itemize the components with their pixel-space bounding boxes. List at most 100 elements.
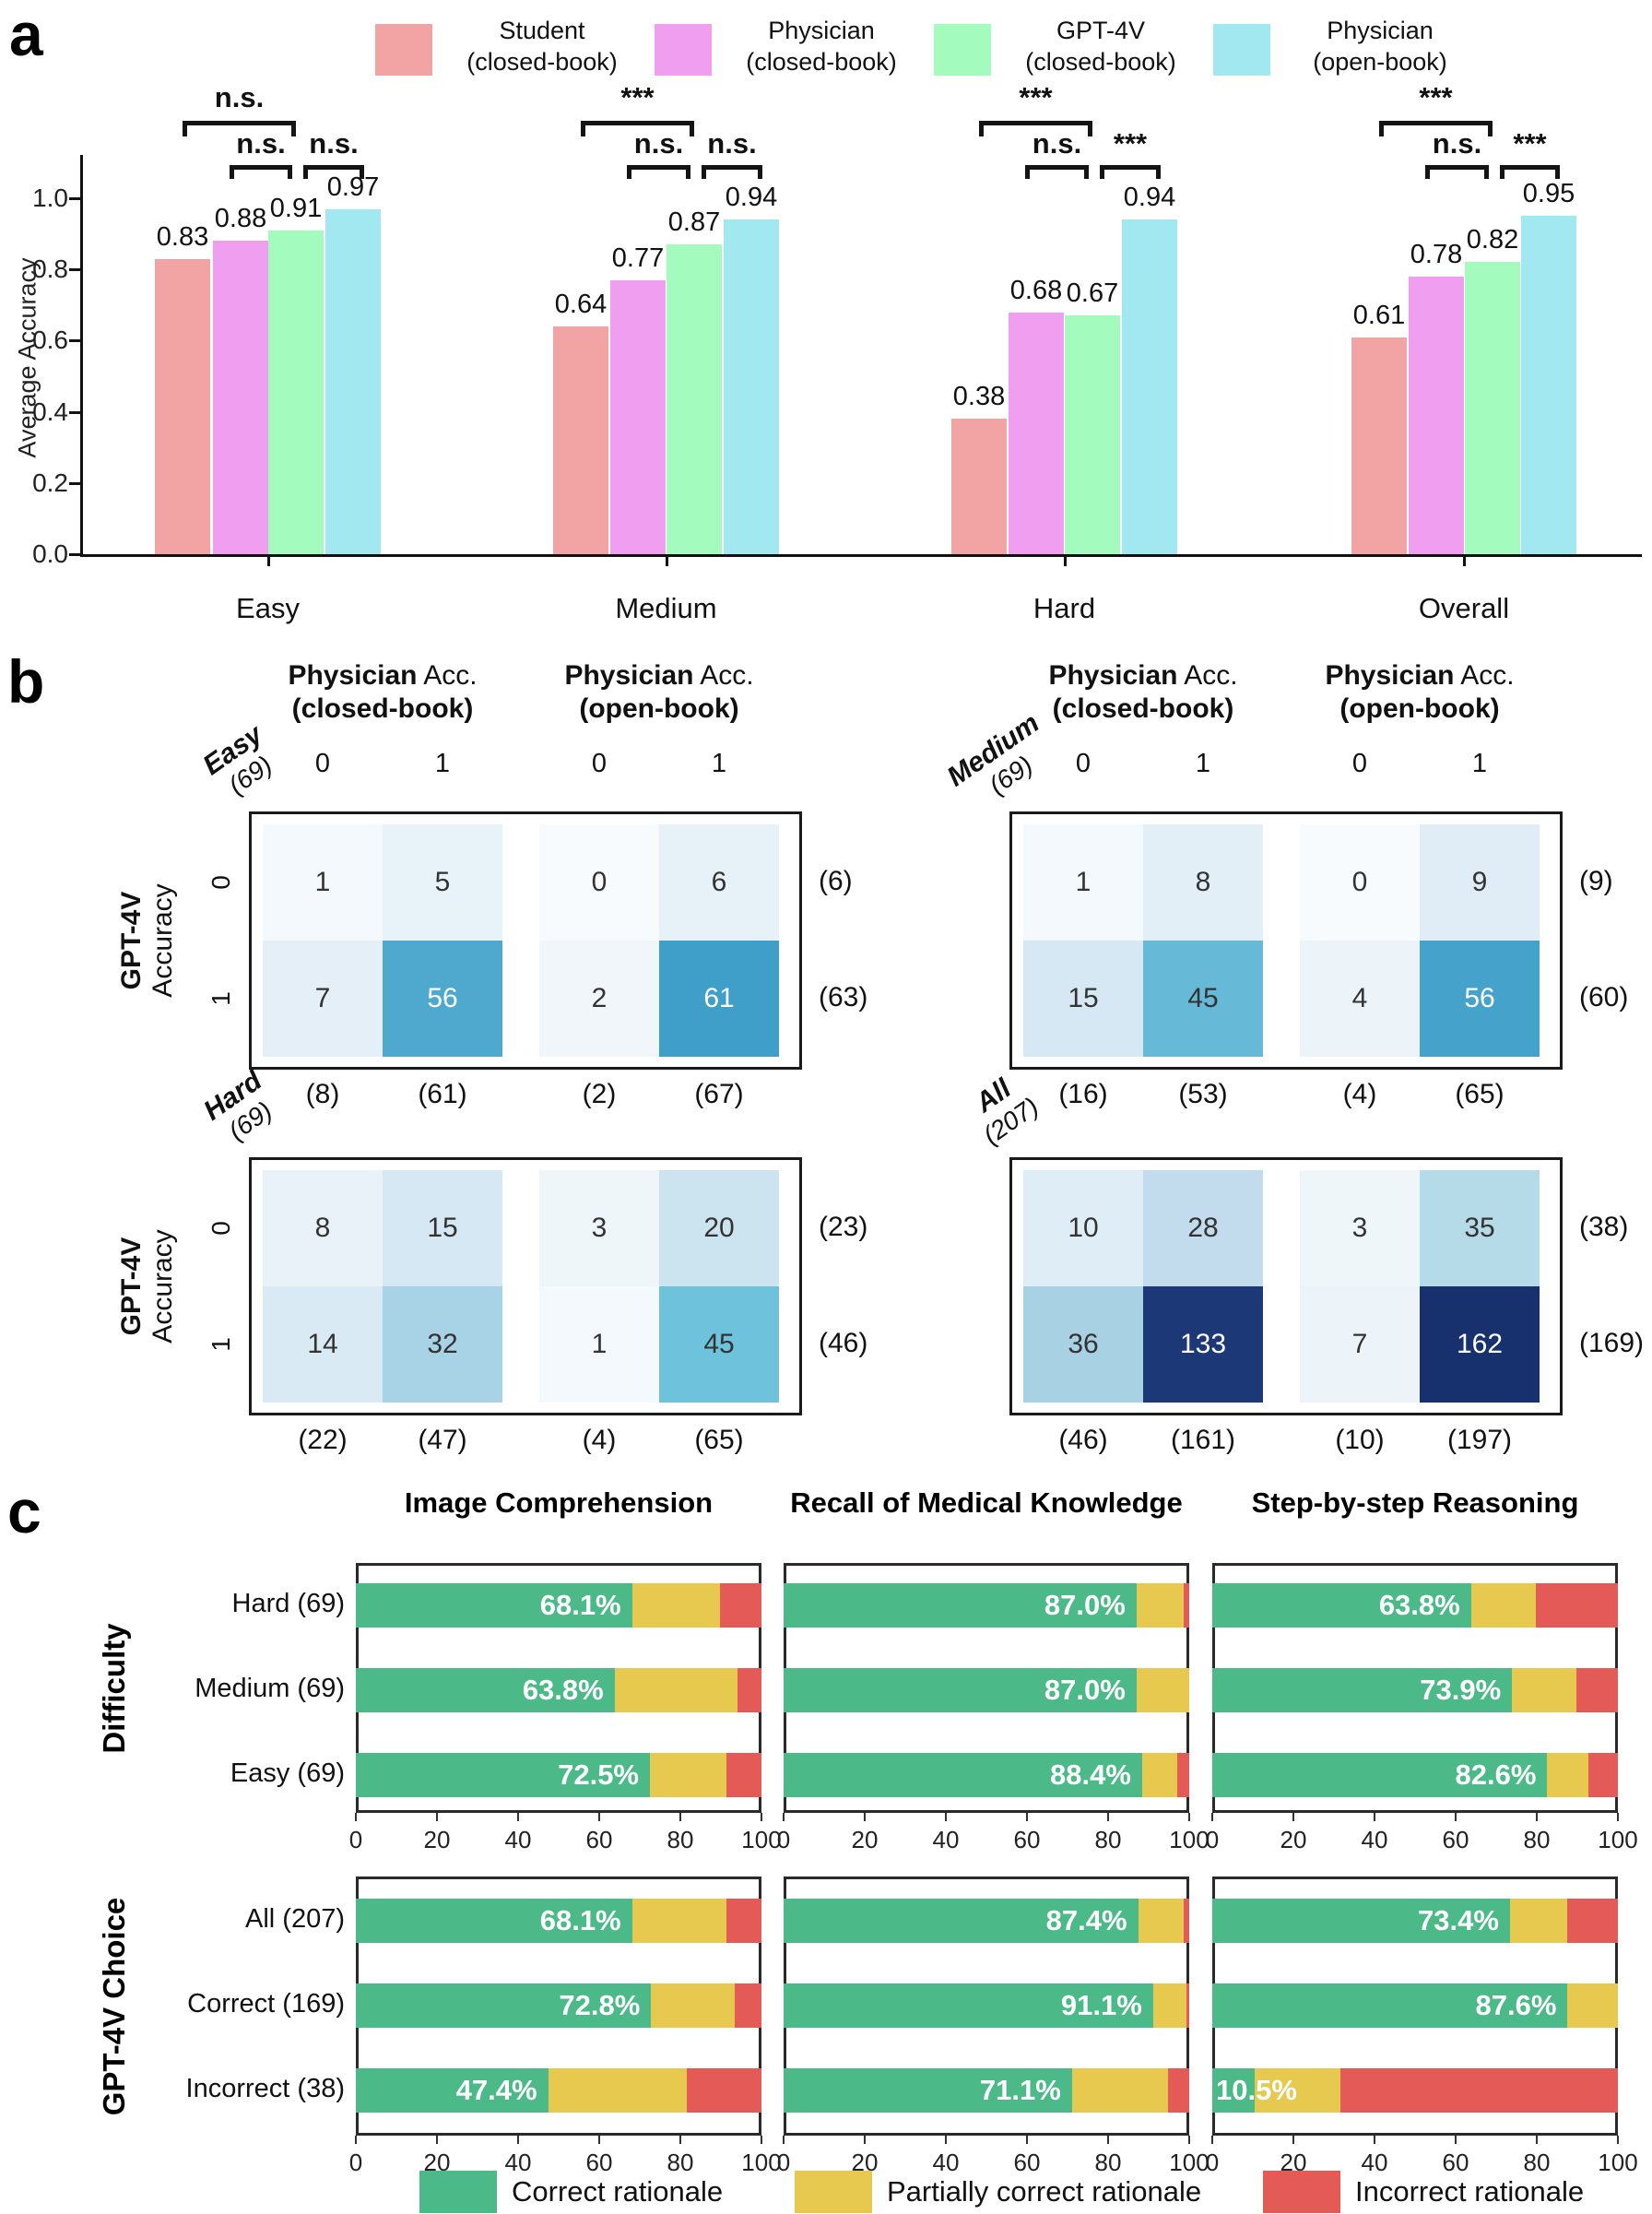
segment-incorrect bbox=[1535, 1583, 1618, 1628]
segment-correct bbox=[1212, 1983, 1568, 2028]
cell-value: 56 bbox=[427, 983, 458, 1013]
heatmap-cell: 32 bbox=[383, 1286, 502, 1403]
legend-label: Incorrect rationale bbox=[1355, 2175, 1585, 2208]
segment-incorrect bbox=[720, 1583, 761, 1628]
x-tick-mark bbox=[1536, 1813, 1538, 1821]
y-tick-mark bbox=[69, 553, 80, 556]
x-tick-label: 100 bbox=[1598, 1826, 1638, 1853]
segment-incorrect bbox=[1566, 1899, 1618, 1943]
sig-bracket-end bbox=[1488, 121, 1493, 136]
matrix-col-tick: 0 bbox=[1075, 749, 1092, 778]
sig-bracket-end bbox=[291, 121, 296, 136]
heatmap-cell: 0 bbox=[539, 824, 659, 941]
cell-value: 56 bbox=[1464, 983, 1495, 1013]
percent-label: 73.4% bbox=[1418, 1904, 1499, 1936]
segment-incorrect bbox=[1587, 1753, 1618, 1797]
x-tick-label: 60 bbox=[585, 1826, 613, 1853]
col-total: (197) bbox=[1446, 1425, 1513, 1455]
x-tick-label: 80 bbox=[1094, 1826, 1122, 1853]
x-tick-mark bbox=[783, 1813, 785, 1821]
row-total: (169) bbox=[1579, 1328, 1645, 1358]
x-tick-label: 80 bbox=[1523, 1826, 1551, 1853]
x-tick-label: 100 bbox=[741, 1826, 782, 1853]
row-total: (63) bbox=[819, 982, 868, 1012]
x-category-label: Easy bbox=[236, 592, 300, 624]
heatmap-cell: 45 bbox=[1143, 941, 1263, 1057]
cell-value: 45 bbox=[1187, 983, 1219, 1013]
sig-label: *** bbox=[1513, 127, 1547, 160]
heatmap-cell: 133 bbox=[1143, 1286, 1263, 1403]
x-tick-label: 0 bbox=[776, 2149, 791, 2176]
bar bbox=[1465, 262, 1520, 554]
x-tick-mark bbox=[1455, 1813, 1457, 1821]
bar-value-label: 0.91 bbox=[269, 194, 323, 223]
segment-correct bbox=[356, 1899, 632, 1943]
x-tick-mark bbox=[1463, 557, 1466, 566]
sig-label: *** bbox=[620, 81, 655, 113]
matrix-row-tick: 1 bbox=[206, 1337, 235, 1352]
percent-label: 47.4% bbox=[455, 2074, 537, 2106]
col-total: (16) bbox=[1058, 1079, 1108, 1109]
cell-value: 8 bbox=[314, 1213, 331, 1243]
segment-partial bbox=[1141, 1753, 1178, 1797]
y-tick-label: 0.6 bbox=[32, 326, 68, 355]
sig-bracket-end bbox=[1379, 121, 1384, 136]
cell-value: 8 bbox=[1195, 867, 1211, 897]
x-tick-mark bbox=[1188, 1813, 1190, 1821]
heatmap-cell: 6 bbox=[659, 824, 779, 941]
percent-label: 68.1% bbox=[539, 1904, 621, 1936]
segment-incorrect bbox=[1183, 1899, 1189, 1943]
x-tick-mark bbox=[1026, 1813, 1028, 1821]
row-total: (6) bbox=[819, 866, 853, 896]
x-tick-mark bbox=[1063, 557, 1067, 566]
segment-correct bbox=[356, 1983, 652, 2028]
bar bbox=[1065, 315, 1120, 554]
bar bbox=[553, 326, 608, 554]
col-total: (2) bbox=[582, 1079, 617, 1109]
segment-correct bbox=[1212, 1668, 1513, 1712]
x-tick-mark bbox=[665, 557, 668, 566]
sig-bracket-end bbox=[1156, 165, 1161, 179]
segment-correct bbox=[1212, 1583, 1471, 1628]
percent-label: 87.6% bbox=[1475, 1989, 1557, 2021]
cell-value: 36 bbox=[1068, 1329, 1099, 1359]
cell-value: 20 bbox=[703, 1213, 735, 1243]
col-total: (46) bbox=[1058, 1425, 1108, 1455]
heatmap-cell: 162 bbox=[1420, 1286, 1540, 1403]
sig-bracket-end bbox=[702, 165, 706, 179]
legend-swatch bbox=[795, 2171, 872, 2213]
matrix-column-header: Physician Acc. bbox=[1325, 660, 1515, 691]
col-total: (4) bbox=[582, 1425, 617, 1455]
matrix-row-tick: 0 bbox=[206, 875, 235, 890]
cell-value: 162 bbox=[1456, 1329, 1504, 1359]
y-tick-label: 0.4 bbox=[32, 397, 68, 426]
segment-correct bbox=[784, 1899, 1139, 1943]
heatmap-cell: 36 bbox=[1023, 1286, 1143, 1403]
x-tick-label: 20 bbox=[423, 1826, 451, 1853]
matrix-col-tick: 1 bbox=[1195, 749, 1211, 778]
cell-value: 14 bbox=[307, 1329, 338, 1359]
heatmap-cell: 5 bbox=[383, 824, 502, 941]
segment-partial bbox=[631, 1899, 726, 1943]
x-tick-mark bbox=[1455, 2136, 1457, 2144]
segment-incorrect bbox=[687, 2068, 761, 2113]
x-tick-mark bbox=[1107, 1813, 1109, 1821]
x-tick-mark bbox=[679, 1813, 681, 1821]
x-tick-mark bbox=[1107, 2136, 1109, 2144]
segment-correct bbox=[356, 1583, 632, 1628]
x-tick-mark bbox=[355, 2136, 357, 2144]
segment-partial bbox=[1567, 1983, 1618, 2028]
bar bbox=[1009, 313, 1064, 554]
heatmap-cell: 1 bbox=[539, 1286, 659, 1403]
segment-correct bbox=[356, 1753, 650, 1797]
cell-value: 133 bbox=[1179, 1329, 1227, 1359]
segment-incorrect bbox=[1576, 1668, 1618, 1712]
heatmap-cell: 28 bbox=[1143, 1170, 1263, 1286]
x-tick-label: 60 bbox=[1442, 2149, 1469, 2176]
chart-column-header: Recall of Medical Knowledge bbox=[790, 1486, 1183, 1519]
percent-label: 63.8% bbox=[522, 1674, 604, 1706]
matrix-box bbox=[1009, 1157, 1563, 1415]
bar bbox=[610, 280, 666, 554]
x-tick-label: 0 bbox=[1205, 2149, 1220, 2176]
heatmap-cell: 56 bbox=[1420, 941, 1540, 1057]
